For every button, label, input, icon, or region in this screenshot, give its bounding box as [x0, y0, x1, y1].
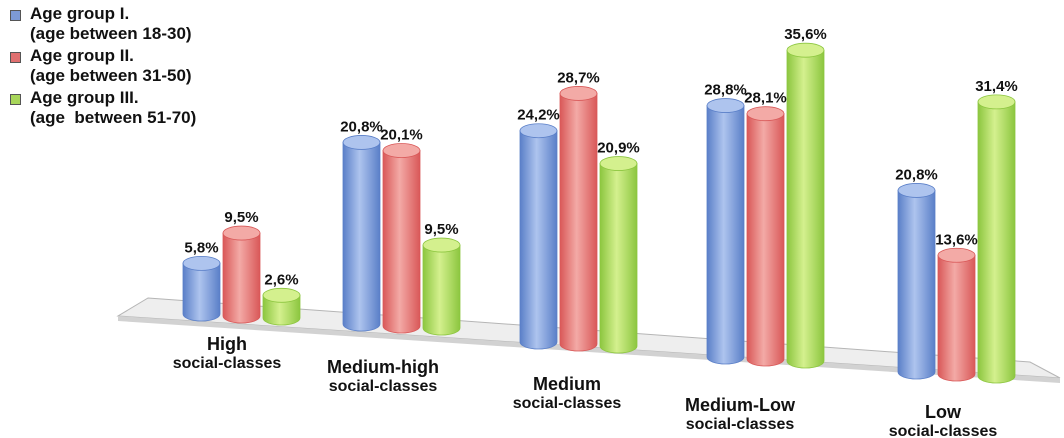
bar — [599, 156, 638, 354]
data-label: 20,8% — [895, 166, 938, 183]
data-label: 13,6% — [935, 231, 978, 248]
bar — [786, 42, 825, 369]
legend-label-line-2: (age between 18-30) — [30, 24, 192, 43]
category-tick-label: social-classes — [513, 395, 622, 412]
data-label: 20,9% — [597, 140, 640, 157]
data-label: 31,4% — [975, 78, 1018, 95]
data-label: 35,6% — [784, 26, 827, 43]
bar — [977, 94, 1016, 384]
bar — [706, 98, 745, 365]
bar — [262, 287, 301, 326]
data-label: 24,2% — [517, 107, 560, 124]
category-tick-label: social-classes — [329, 378, 438, 395]
category-tick-label: Low — [925, 402, 962, 422]
category-tick-label: Medium — [533, 374, 601, 394]
data-label: 5,8% — [184, 239, 218, 256]
data-label: 28,8% — [704, 82, 747, 99]
category-tick-label: High — [207, 334, 247, 354]
legend-label-line-1: Age group III. — [30, 88, 139, 107]
category-tick-label: Medium-high — [327, 357, 439, 377]
legend-label-line-2: (age between 51-70) — [30, 108, 197, 127]
data-label: 28,7% — [557, 69, 600, 86]
bars-group — [182, 42, 1016, 384]
bar — [182, 255, 221, 322]
bar — [422, 237, 461, 336]
data-label: 20,8% — [340, 118, 383, 135]
legend-label-line-1: Age group I. — [30, 4, 130, 23]
data-label: 2,6% — [264, 271, 298, 288]
bar — [519, 123, 558, 350]
legend-swatch-age-group-2 — [10, 52, 21, 63]
value-labels-group: 5,8%9,5%2,6%20,8%20,1%9,5%24,2%28,7%20,9… — [184, 26, 1017, 288]
data-label: 9,5% — [224, 209, 258, 226]
data-label: 9,5% — [424, 221, 458, 238]
bar — [342, 135, 381, 332]
bar — [897, 183, 936, 380]
legend-swatch-age-group-1 — [10, 10, 21, 21]
bar — [746, 106, 785, 367]
data-label: 28,1% — [744, 90, 787, 107]
legend-item-age-group-3: Age group III. (age between 51-70) — [10, 88, 196, 128]
legend-item-age-group-2: Age group II. (age between 31-50) — [10, 46, 196, 86]
legend-label-line-2: (age between 31-50) — [30, 66, 192, 85]
legend: Age group I. (age between 18-30) Age gro… — [10, 4, 196, 130]
legend-swatch-age-group-3 — [10, 94, 21, 105]
bar — [937, 247, 976, 382]
bar — [222, 225, 261, 324]
bar — [559, 86, 598, 352]
bar — [382, 143, 421, 334]
legend-label-line-1: Age group II. — [30, 46, 134, 65]
category-tick-label: Medium-Low — [685, 395, 796, 415]
category-tick-label: social-classes — [173, 355, 282, 372]
category-tick-label: social-classes — [686, 416, 795, 433]
category-tick-label: social-classes — [889, 423, 998, 438]
legend-item-age-group-1: Age group I. (age between 18-30) — [10, 4, 196, 44]
data-label: 20,1% — [380, 127, 423, 144]
